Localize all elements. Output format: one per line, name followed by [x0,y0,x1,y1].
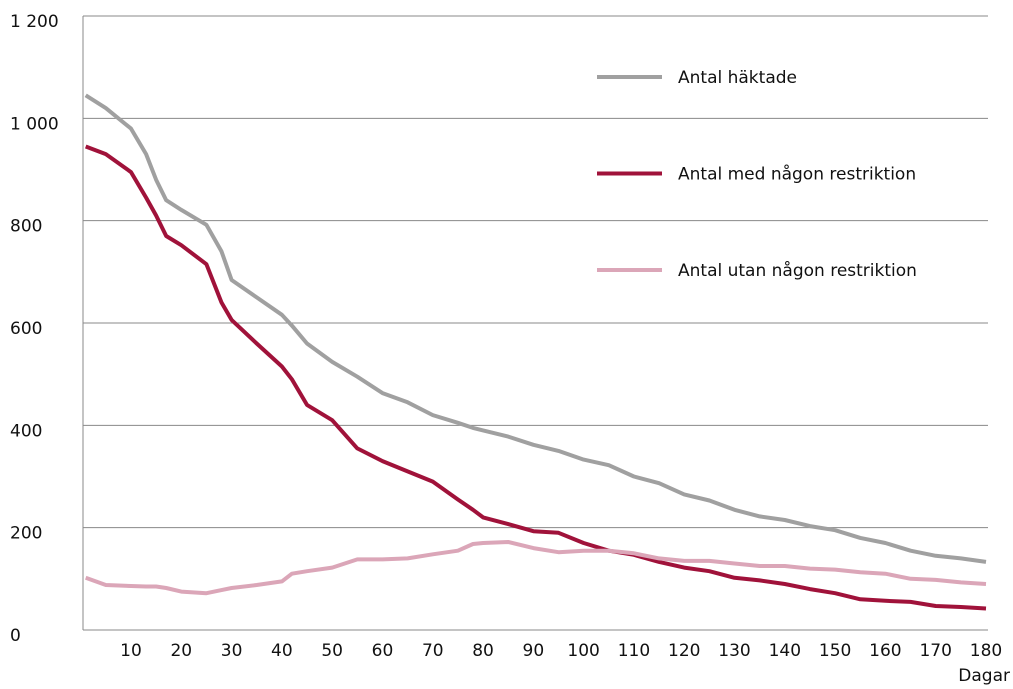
x-tick-label: 140 [769,641,801,661]
data-line [85,540,987,596]
y-tick-label: 1 200 [10,12,59,32]
x-tick-label: 160 [869,641,901,661]
x-tick-label: 170 [919,641,951,661]
x-axis-label: Dagar [958,666,1010,686]
x-tick-label: 110 [618,641,650,661]
legend-label: Antal häktade [678,68,797,88]
x-tick-label: 100 [567,641,599,661]
y-tick-label: 600 [10,319,42,339]
x-tick-label: 60 [372,641,394,661]
x-tick-label: 130 [718,641,750,661]
x-tick-label: 80 [472,641,494,661]
y-tick-label: 400 [10,421,42,441]
x-tick-label: 50 [321,641,343,661]
legend-label: Antal utan någon restriktion [678,260,917,281]
x-tick-label: 10 [120,641,142,661]
y-tick-label: 0 [10,626,21,646]
y-tick-label: 800 [10,217,42,237]
data-line [84,93,987,564]
data-line [84,144,987,611]
x-tick-label: 70 [422,641,444,661]
legend-label: Antal med någon restriktion [678,164,916,185]
y-tick-label: 200 [10,524,42,544]
x-tick-label: 40 [271,641,293,661]
x-tick-label: 120 [668,641,700,661]
x-tick-label: 90 [523,641,545,661]
x-tick-label: 20 [170,641,192,661]
y-tick-label: 1 000 [10,114,59,134]
x-tick-label: 30 [221,641,243,661]
x-tick-label: 180 [970,641,1002,661]
x-tick-label: 150 [819,641,851,661]
